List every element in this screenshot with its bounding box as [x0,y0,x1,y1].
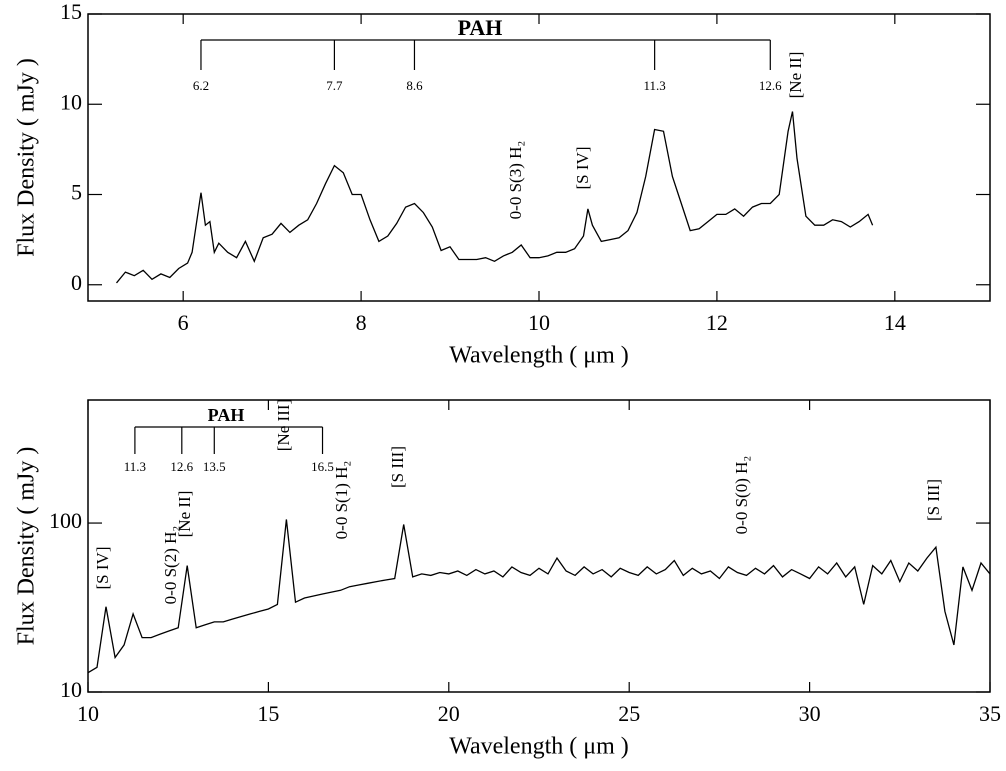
x-tick-label: 12 [706,310,728,335]
y-tick-label: 10 [60,89,82,114]
line-label: [Ne II] [786,52,805,99]
pah-feature-label: 12.6 [170,459,193,474]
y-tick-label: 5 [71,180,82,205]
line-label: [S IV] [93,547,112,590]
line-label: 0-0 S(3) H₂ [506,141,525,220]
pah-feature-label: 6.2 [193,78,209,93]
line-label: [Ne III] [274,399,293,451]
x-tick-label: 15 [257,701,279,726]
pah-feature-label: 7.7 [326,78,343,93]
pah-label: PAH [208,405,245,425]
spectrum-line [87,519,991,674]
y-tick-label: 10 [60,677,82,702]
line-label: [S III] [388,446,407,488]
pah-feature-label: 11.3 [124,459,146,474]
x-tick-label: 14 [884,310,906,335]
y-tick-label: 100 [49,508,82,533]
pah-feature-label: 16.5 [311,459,334,474]
x-tick-label: 20 [438,701,460,726]
line-label: [Ne II] [175,491,194,538]
x-axis-title: Wavelength ( μm ) [449,343,629,369]
pah-feature-label: 12.6 [759,78,782,93]
y-axis-title: Flux Density ( mJy ) [14,447,40,646]
line-label: [S IV] [573,147,592,190]
line-label: 0-0 S(1) H₂ [332,461,351,540]
x-tick-label: 10 [77,701,99,726]
y-tick-label: 0 [71,270,82,295]
pah-feature-label: 11.3 [644,78,666,93]
pah-feature-label: 13.5 [203,459,226,474]
x-tick-label: 6 [178,310,189,335]
line-label: 0-0 S(0) H₂ [732,456,751,535]
pah-feature-label: 8.6 [406,78,423,93]
plot-frame [87,399,991,693]
x-tick-label: 30 [799,701,821,726]
line-label: 0-0 S(2) H₂ [161,526,180,605]
x-tick-label: 10 [528,310,550,335]
spectrum-line [115,111,874,284]
line-label: [S III] [924,479,943,521]
pah-label: PAH [458,15,503,40]
x-axis-title: Wavelength ( μm ) [449,734,629,760]
x-tick-label: 25 [618,701,640,726]
x-tick-label: 8 [356,310,367,335]
y-axis-title: Flux Density ( mJy ) [14,58,40,257]
x-tick-label: 35 [979,701,1001,726]
y-tick-label: 15 [60,0,82,24]
